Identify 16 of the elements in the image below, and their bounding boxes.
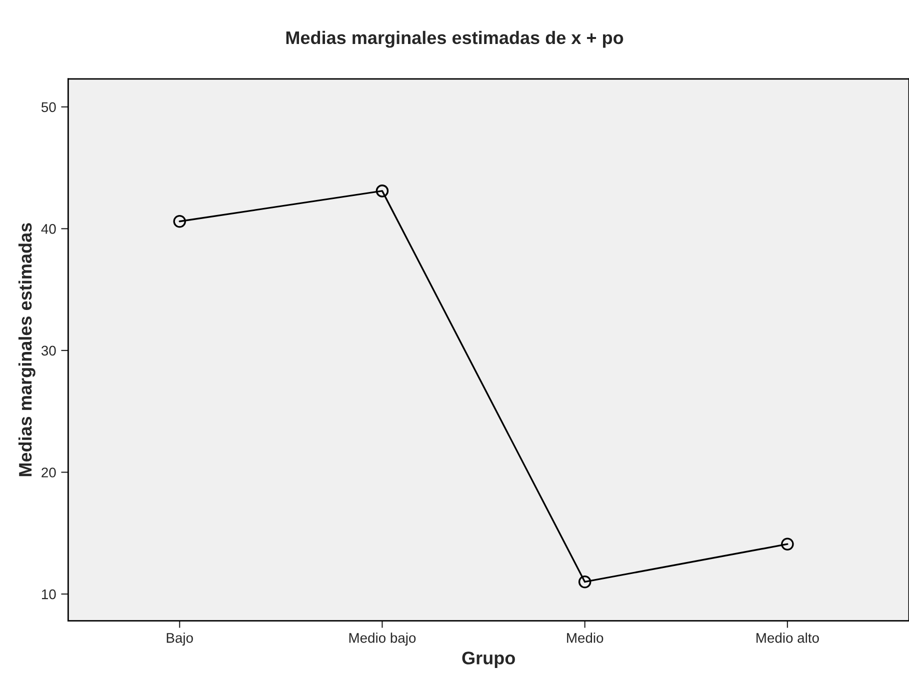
y-tick-label: 30	[41, 346, 56, 356]
y-tick-label: 40	[41, 224, 56, 234]
point	[781, 538, 794, 550]
y-tick-label: 50	[41, 102, 56, 112]
y-tick-label: 20	[42, 468, 56, 478]
point	[578, 575, 592, 588]
y-axis-title: Medias marginales estimadas	[18, 223, 36, 476]
x-tick-label: Bajo	[166, 632, 193, 646]
point	[173, 214, 186, 228]
x-tick-label: Medio alto	[756, 632, 819, 643]
x-axis-title: Grupo	[462, 652, 515, 668]
x-tick-label: Medio	[567, 632, 604, 643]
chart-title: Medias marginales estimadas de x + po	[286, 30, 624, 48]
x-tick-label: Medio bajo	[349, 632, 416, 646]
y-tick-label: 10	[42, 589, 56, 600]
point	[376, 184, 389, 198]
